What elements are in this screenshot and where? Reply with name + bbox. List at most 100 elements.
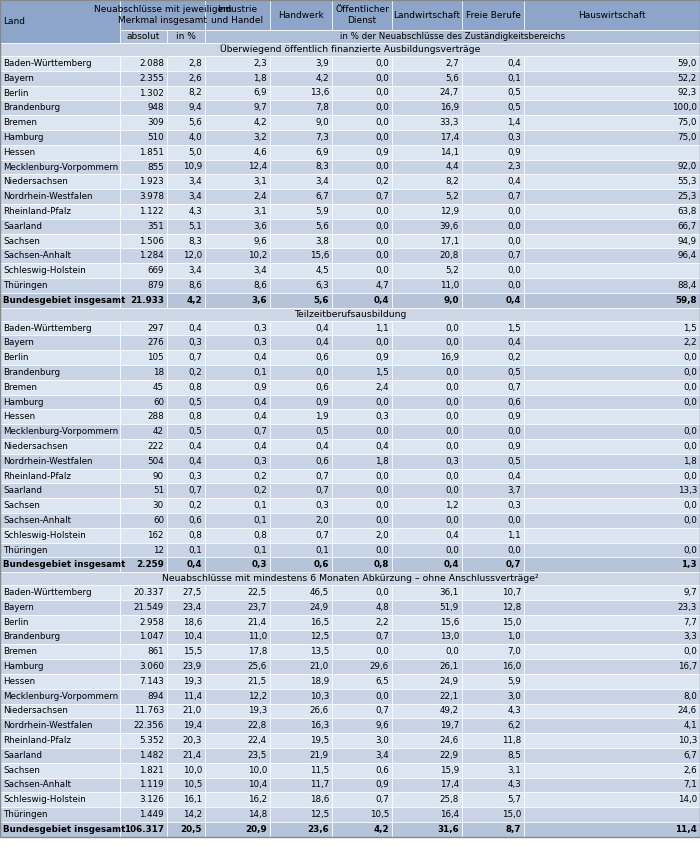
Text: 10,3: 10,3 <box>309 692 329 700</box>
Text: 16,3: 16,3 <box>309 721 329 730</box>
Bar <box>524 248 700 263</box>
Text: 33,3: 33,3 <box>440 118 459 127</box>
Bar <box>0 513 120 528</box>
Bar <box>270 320 332 335</box>
Text: 510: 510 <box>147 133 164 141</box>
Text: 0,6: 0,6 <box>508 398 521 406</box>
Text: 92,3: 92,3 <box>678 89 697 97</box>
Bar <box>332 469 392 483</box>
Bar <box>167 174 205 189</box>
Bar <box>270 424 332 439</box>
Bar <box>332 365 392 380</box>
Bar <box>524 115 700 130</box>
Bar <box>167 644 205 659</box>
Text: 0,9: 0,9 <box>375 353 389 362</box>
Text: 10,5: 10,5 <box>183 780 202 790</box>
Bar <box>524 644 700 659</box>
Bar <box>0 335 120 350</box>
Text: 7,0: 7,0 <box>507 648 521 656</box>
Text: 26,6: 26,6 <box>310 707 329 715</box>
Bar <box>205 439 270 454</box>
Text: 0,4: 0,4 <box>253 442 267 450</box>
Text: 3,1: 3,1 <box>508 766 521 775</box>
Text: 4,3: 4,3 <box>188 207 202 216</box>
Text: Neuabschlüsse mit mindestens 6 Monaten Abkürzung – ohne Anschlussverträge²: Neuabschlüsse mit mindestens 6 Monaten A… <box>162 575 538 583</box>
Text: 15,9: 15,9 <box>440 766 459 775</box>
Text: 0,3: 0,3 <box>315 501 329 510</box>
Bar <box>462 263 524 278</box>
Bar <box>0 395 120 410</box>
Text: 3.126: 3.126 <box>139 795 164 805</box>
Text: 1.284: 1.284 <box>139 252 164 260</box>
Bar <box>524 822 700 837</box>
Bar <box>0 644 120 659</box>
Bar <box>270 410 332 424</box>
Bar <box>167 320 205 335</box>
Text: Bundesgebiet insgesamt: Bundesgebiet insgesamt <box>3 561 125 569</box>
Text: 23,7: 23,7 <box>248 603 267 612</box>
Bar <box>205 483 270 498</box>
Text: 0,4: 0,4 <box>375 442 389 450</box>
Text: 5,0: 5,0 <box>188 148 202 157</box>
Bar <box>205 71 270 86</box>
Text: 9,6: 9,6 <box>375 721 389 730</box>
Text: 12,8: 12,8 <box>502 603 521 612</box>
Bar <box>205 130 270 145</box>
Text: 0,0: 0,0 <box>375 59 389 68</box>
Text: 4,2: 4,2 <box>253 118 267 127</box>
Bar <box>392 233 462 248</box>
Text: 7,1: 7,1 <box>683 780 697 790</box>
Bar <box>462 101 524 115</box>
Text: 13,5: 13,5 <box>309 648 329 656</box>
Text: 18,6: 18,6 <box>309 795 329 805</box>
Text: 4,1: 4,1 <box>683 721 697 730</box>
Text: 0,0: 0,0 <box>375 162 389 172</box>
Text: 0,0: 0,0 <box>445 471 459 481</box>
Text: 15,5: 15,5 <box>183 648 202 656</box>
Bar <box>270 513 332 528</box>
Bar <box>462 365 524 380</box>
Bar <box>462 410 524 424</box>
Text: 2.088: 2.088 <box>139 59 164 68</box>
Text: 10,9: 10,9 <box>183 162 202 172</box>
Bar <box>270 335 332 350</box>
Text: 1.821: 1.821 <box>139 766 164 775</box>
Text: 0,9: 0,9 <box>253 383 267 391</box>
Text: Brandenburg: Brandenburg <box>3 103 60 112</box>
Bar <box>0 145 120 160</box>
Bar <box>205 615 270 629</box>
Text: 14,8: 14,8 <box>248 810 267 819</box>
Bar <box>392 763 462 778</box>
Bar <box>524 513 700 528</box>
Bar <box>120 56 167 71</box>
Text: 21,9: 21,9 <box>310 751 329 760</box>
Bar <box>205 659 270 674</box>
Bar <box>462 792 524 807</box>
Text: 855: 855 <box>147 162 164 172</box>
Text: Schleswig-Holstein: Schleswig-Holstein <box>3 795 85 805</box>
Text: 222: 222 <box>148 442 164 450</box>
Bar <box>0 101 120 115</box>
Text: 0,0: 0,0 <box>683 471 697 481</box>
Text: 36,1: 36,1 <box>440 589 459 597</box>
Bar <box>332 615 392 629</box>
Text: 6,9: 6,9 <box>316 148 329 157</box>
Bar <box>462 174 524 189</box>
Bar <box>205 0 270 30</box>
Text: 7,3: 7,3 <box>315 133 329 141</box>
Text: 948: 948 <box>148 103 164 112</box>
Bar <box>205 498 270 513</box>
Text: 0,0: 0,0 <box>445 486 459 496</box>
Text: 75,0: 75,0 <box>678 118 697 127</box>
Bar <box>270 600 332 615</box>
Text: 24,6: 24,6 <box>440 736 459 745</box>
Text: 3,6: 3,6 <box>253 221 267 231</box>
Bar <box>332 792 392 807</box>
Bar <box>524 748 700 763</box>
Text: 21.933: 21.933 <box>130 296 164 305</box>
Bar <box>0 86 120 101</box>
Text: 45: 45 <box>153 383 164 391</box>
Bar <box>167 748 205 763</box>
Bar <box>392 483 462 498</box>
Bar <box>167 424 205 439</box>
